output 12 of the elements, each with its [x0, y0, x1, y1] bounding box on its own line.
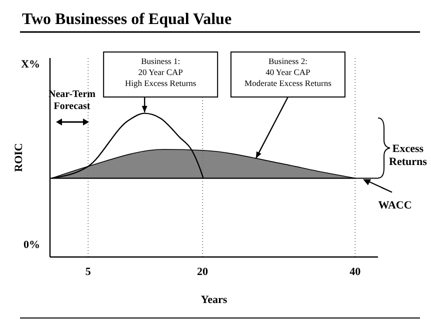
- text: X%: [21, 58, 40, 70]
- chart-title: Two Businesses of Equal Value: [22, 11, 232, 28]
- annotation: Business 2: 40 Year CAP Moderate Excess Returns: [244, 56, 332, 88]
- x-tick-label: 20: [197, 266, 209, 278]
- x-axis-title: Years: [200, 294, 228, 306]
- annotation: Business 1: 20 Year CAP High Excess Returns: [124, 56, 196, 88]
- legend-label: WACC: [378, 199, 412, 212]
- x-tick-label: 40: [350, 266, 362, 278]
- text: 0%: [24, 239, 40, 251]
- x-tick-label: 5: [85, 266, 92, 278]
- y-axis-title: ROIC: [13, 143, 25, 172]
- text: Excess Returns: [389, 143, 428, 168]
